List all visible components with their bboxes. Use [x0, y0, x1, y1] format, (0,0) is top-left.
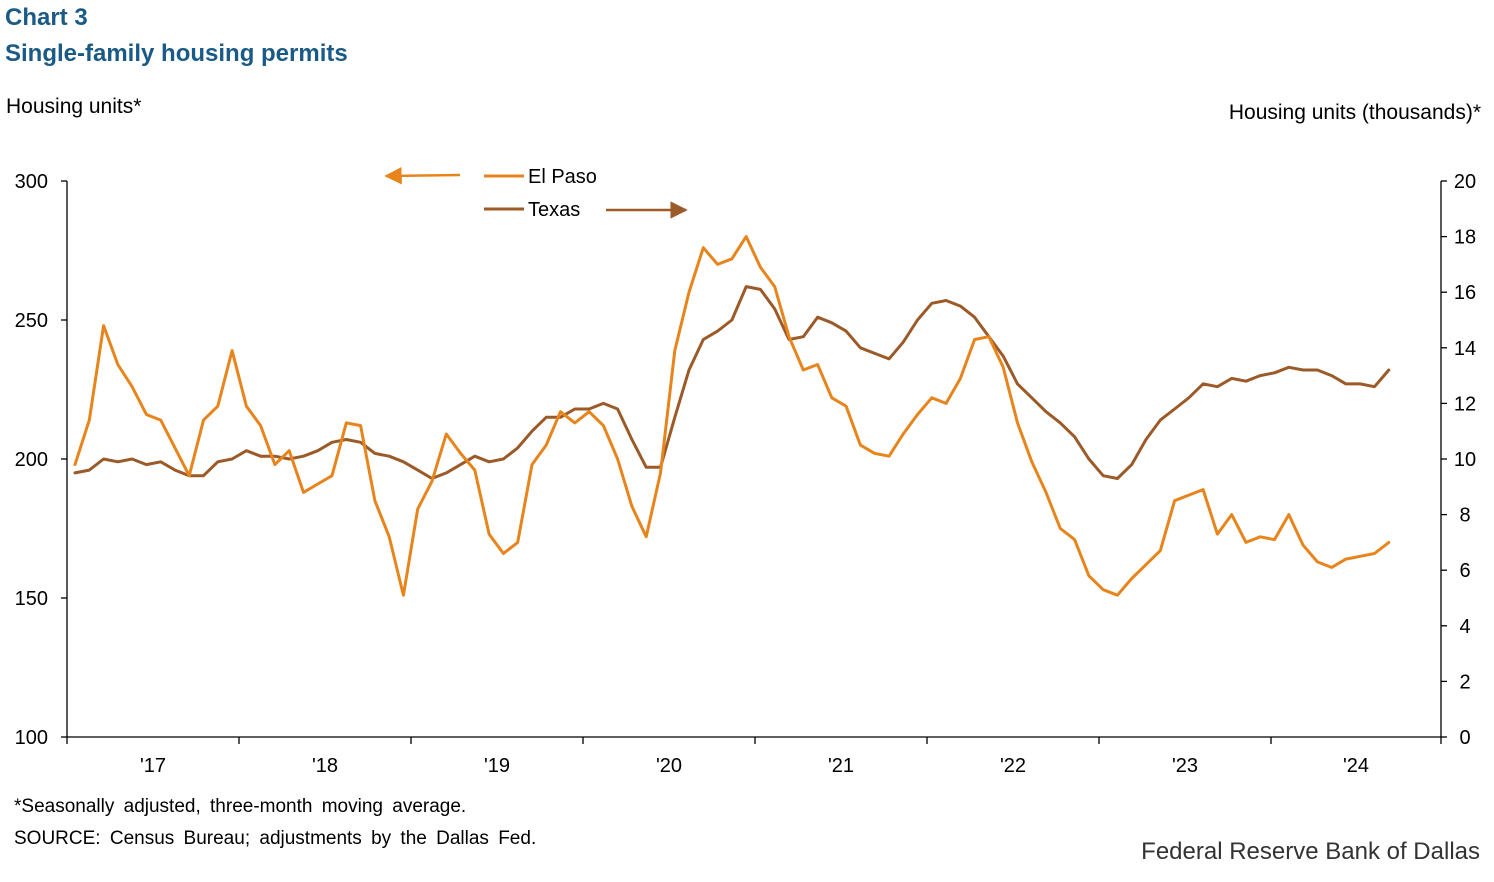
right-y-tick-label: 12	[1454, 393, 1476, 415]
right-y-tick-label: 18	[1454, 227, 1476, 249]
chart-title: Chart 3	[5, 4, 88, 31]
left-y-tick-label: 150	[15, 588, 48, 610]
right-axis-label: Housing units (thousands)*	[1228, 101, 1481, 124]
x-tick-label: '19	[484, 755, 510, 777]
x-tick-label: '21	[828, 755, 854, 777]
el-paso-series-line	[73, 235, 1391, 597]
right-y-tick-label: 0	[1459, 727, 1470, 749]
chart-subtitle: Single-family housing permits	[5, 40, 348, 67]
left-axis-label: Housing units*	[6, 95, 142, 118]
right-y-tick-label: 20	[1454, 171, 1476, 193]
texas-series-line	[73, 285, 1391, 480]
x-tick-label: '23	[1172, 755, 1198, 777]
x-tick-label: '20	[656, 755, 682, 777]
left-y-tick-label: 250	[15, 310, 48, 332]
left-y-tick-label: 300	[15, 171, 48, 193]
source-note: SOURCE: Census Bureau; adjustments by th…	[14, 828, 537, 849]
footnote: *Seasonally adjusted, three-month moving…	[14, 796, 467, 817]
right-y-tick-label: 2	[1459, 671, 1470, 693]
right-y-tick-label: 8	[1459, 505, 1470, 527]
left-y-tick-label: 200	[15, 449, 48, 471]
x-tick-label: '22	[1000, 755, 1026, 777]
legend-el-paso-label: El Paso	[528, 166, 597, 188]
left-y-tick-label: 100	[15, 727, 48, 749]
x-tick-label: '18	[312, 755, 338, 777]
right-y-tick-label: 14	[1454, 338, 1476, 360]
legend-texas-label: Texas	[528, 199, 580, 221]
right-y-tick-label: 10	[1454, 449, 1476, 471]
right-y-tick-label: 6	[1459, 560, 1470, 582]
x-tick-label: '24	[1343, 755, 1369, 777]
el-paso-axis-arrow-icon	[384, 167, 461, 185]
right-y-tick-label: 16	[1454, 282, 1476, 304]
right-y-tick-label: 4	[1459, 616, 1470, 638]
brand-logo-text: Federal Reserve Bank of Dallas	[1141, 838, 1480, 865]
x-tick-label: '17	[140, 755, 166, 777]
